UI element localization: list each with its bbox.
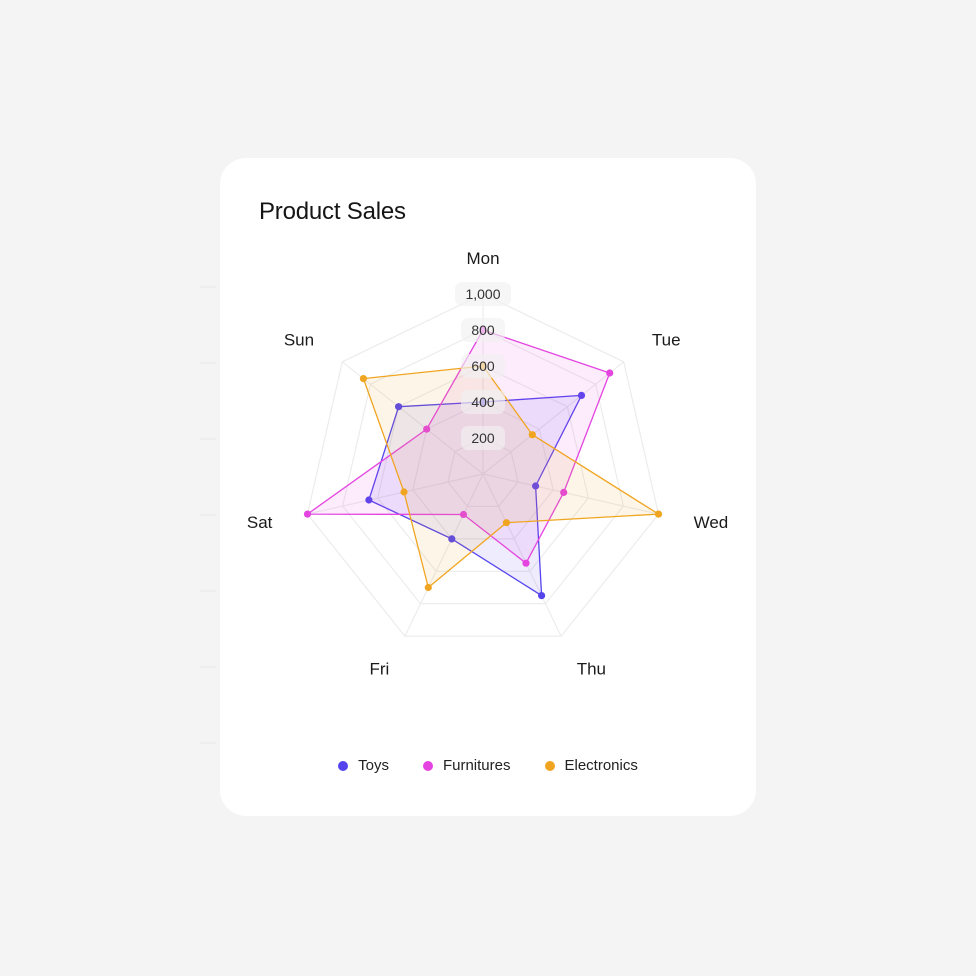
category-label: Wed [694,513,729,532]
grid-spoke [482,361,625,475]
chart-card: Product Sales 200 400 600 800 1,000 Mon Tue We… [220,158,756,816]
category-labels: Mon Tue Wed Thu Fri Sat Sun [247,249,728,679]
grid-spoke [404,473,484,637]
tick-label: 1,000 [465,286,500,302]
grid-ring [377,365,589,572]
category-label: Mon [466,249,499,268]
series-furnitures [303,326,614,567]
data-point[interactable] [532,482,540,490]
tick-label: 600 [471,358,495,374]
tick-label: 800 [471,322,495,338]
data-point[interactable] [606,369,614,377]
series-area [362,365,660,589]
tick-label: 400 [471,394,495,410]
grid-ring [447,437,519,507]
radar-series [303,326,663,600]
data-point[interactable] [502,519,510,527]
radar-chart: 200 400 600 800 1,000 Mon Tue Wed Thu Fri Sat Sun [247,249,728,679]
category-label: Fri [369,660,389,679]
data-point[interactable] [459,510,468,519]
radar-grid [306,293,660,637]
series-area [368,394,583,597]
data-point[interactable] [538,592,546,600]
tick-label-bg [455,282,511,306]
series-electronics [359,362,663,592]
grid-ring [341,329,625,605]
data-point[interactable] [560,488,568,496]
legend-label: Electronics [564,757,638,774]
category-label: Thu [577,660,606,679]
data-point[interactable] [424,583,432,592]
chart-legend: Toys Furnitures Electronics [220,757,756,774]
legend-item-furnitures[interactable]: Furnitures [422,757,511,774]
data-point[interactable] [577,391,586,399]
category-label: Sat [247,513,273,532]
category-label: Sun [284,330,314,349]
legend-label: Toys [358,757,389,774]
tick-label-bg [461,426,505,450]
legend-item-electronics[interactable]: Electronics [544,757,638,774]
data-point[interactable] [522,559,530,567]
legend-item-toys[interactable]: Toys [338,757,389,774]
grid-spoke [482,473,562,637]
data-point[interactable] [365,496,373,504]
data-point[interactable] [448,535,456,543]
legend-dot [544,760,555,771]
data-point[interactable] [303,510,312,518]
legend-dot [338,760,349,771]
grid-ring [412,401,554,540]
grid-ring [306,293,660,637]
tick-label-bg [461,390,505,414]
legend-label: Furnitures [442,757,511,774]
category-label: Tue [652,330,681,349]
chart-title: Product Sales [259,198,406,225]
data-point[interactable] [400,488,408,496]
tick-label-bg [461,354,505,378]
data-point[interactable] [359,375,367,383]
grid-spoke [307,473,484,515]
tick-label-bg [461,318,505,342]
data-point[interactable] [528,431,536,439]
legend-dot [422,760,433,771]
tick-label: 200 [471,430,495,446]
data-point[interactable] [654,510,663,518]
grid-spoke [482,473,659,515]
data-point[interactable] [423,425,431,433]
radial-tick-labels: 200 400 600 800 1,000 [455,282,511,450]
data-point[interactable] [395,403,403,411]
series-area [306,329,611,564]
